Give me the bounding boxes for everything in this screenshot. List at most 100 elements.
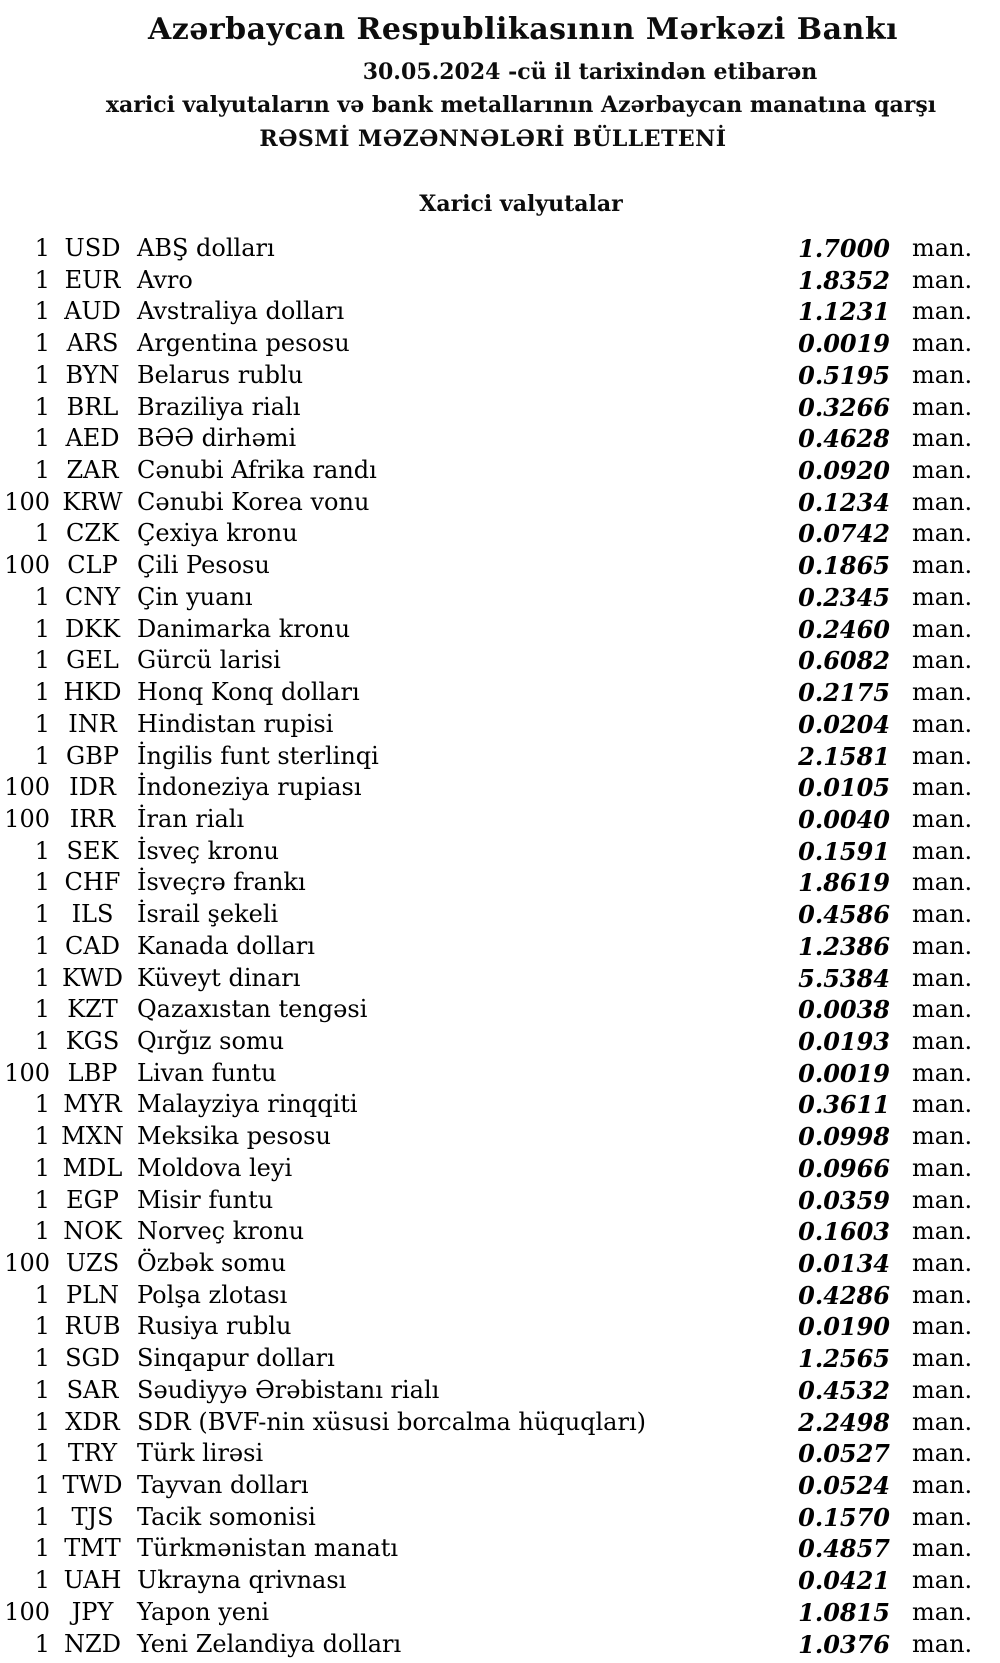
row-quantity: 1 — [34, 1375, 50, 1404]
row-rate-value: 0.3611 — [798, 1090, 890, 1120]
row-rate-value: 0.0998 — [798, 1122, 890, 1152]
row-unit-label: man. — [912, 265, 973, 294]
row-currency-code: XDR — [65, 1407, 120, 1436]
row-unit-label: man. — [912, 678, 973, 707]
rate-row: 1 CZK Çexiya kronu 0.0742 man. — [0, 518, 973, 550]
rate-row: 1 PLN Polşa zlotası 0.4286 man. — [0, 1280, 972, 1312]
row-currency-code: TWD — [62, 1471, 123, 1500]
row-currency-code: BRL — [66, 392, 119, 421]
row-quantity: 1 — [34, 1026, 50, 1055]
row-rate-value: 1.0815 — [798, 1597, 890, 1627]
row-unit-label: man. — [912, 519, 973, 548]
row-quantity: 1 — [34, 1090, 50, 1119]
rate-row: 1 XDR SDR (BVF-nin xüsusi borcalma hüquq… — [0, 1407, 973, 1439]
row-rate-value: 0.0204 — [798, 709, 890, 739]
row-quantity: 1 — [34, 1122, 50, 1151]
bulletin-title: RƏSMİ MƏZƏNNƏLƏRİ BÜLLETENİ — [259, 126, 727, 152]
row-unit-label: man. — [912, 456, 973, 485]
rate-row: 1 BYN Belarus rublu 0.5195 man. — [0, 360, 972, 392]
row-rate-value: 0.1570 — [798, 1502, 890, 1532]
row-rate-value: 0.2175 — [798, 678, 890, 708]
row-unit-label: man. — [912, 1058, 973, 1087]
rate-row: 1 TJS Tacik somonisi 0.1570 man. — [0, 1502, 972, 1534]
row-currency-code: UAH — [63, 1566, 122, 1595]
row-rate-value: 1.8619 — [798, 868, 890, 898]
rate-row: 1 SAR Səudiyyə Ərəbistanı rialı 0.4532 m… — [0, 1375, 973, 1407]
rate-row: 1 AED BƏƏ dirhəmi 0.4628 man. — [0, 423, 972, 455]
row-currency-name: Türk lirəsi — [137, 1439, 264, 1468]
row-unit-label: man. — [912, 963, 973, 992]
row-unit-label: man. — [912, 1407, 973, 1436]
row-currency-name: Yeni Zelandiya dolları — [137, 1629, 402, 1658]
row-currency-name: Yapon yeni — [137, 1597, 270, 1626]
row-currency-name: Livan funtu — [137, 1058, 277, 1087]
row-currency-name: Küveyt dinarı — [137, 963, 301, 992]
row-currency-code: LBP — [67, 1058, 118, 1087]
row-rate-value: 0.0527 — [798, 1439, 890, 1469]
row-currency-name: Çili Pesosu — [137, 551, 270, 580]
row-unit-label: man. — [912, 1629, 973, 1658]
row-currency-code: PLN — [65, 1280, 120, 1309]
row-currency-code: KZT — [67, 995, 118, 1024]
rate-row: 1 RUB Rusiya rublu 0.0190 man. — [0, 1311, 972, 1343]
row-rate-value: 0.1603 — [798, 1217, 890, 1247]
row-quantity: 1 — [34, 900, 50, 929]
row-currency-name: Rusiya rublu — [137, 1312, 292, 1341]
row-quantity: 1 — [34, 741, 50, 770]
row-currency-code: DKK — [64, 614, 121, 643]
rate-row: 1 SGD Sinqapur dolları 1.2565 man. — [0, 1343, 972, 1375]
row-rate-value: 0.0524 — [798, 1471, 890, 1501]
row-quantity: 1 — [34, 360, 50, 389]
row-currency-code: TJS — [71, 1502, 114, 1531]
row-unit-label: man. — [912, 1026, 973, 1055]
row-unit-label: man. — [912, 1566, 973, 1595]
row-unit-label: man. — [912, 297, 973, 326]
row-rate-value: 0.0742 — [798, 519, 890, 549]
rates-table: 1 USD ABŞ dolları 1.7000 man. 1 EUR Avro… — [0, 233, 1000, 1660]
rate-row: 1 KGS Qırğız somu 0.0193 man. — [0, 1026, 973, 1058]
rate-row: 100 UZS Özbək somu 0.0134 man. — [0, 1248, 972, 1280]
row-quantity: 1 — [34, 1344, 50, 1373]
row-currency-code: AUD — [64, 297, 121, 326]
row-quantity: 100 — [4, 1249, 50, 1277]
row-rate-value: 0.1865 — [798, 551, 890, 581]
rate-row: 1 GBP İngilis funt sterlinqi 2.1581 man. — [0, 741, 972, 773]
rate-row: 1 BRL Braziliya rialı 0.3266 man. — [0, 392, 972, 424]
row-rate-value: 1.7000 — [798, 234, 890, 263]
section-title-foreign-currencies: Xarici valyutalar — [419, 191, 623, 217]
rate-row: 1 KWD Küveyt dinarı 5.5384 man. — [0, 963, 973, 995]
row-unit-label: man. — [912, 1090, 973, 1119]
row-quantity: 1 — [34, 678, 50, 707]
row-rate-value: 1.2386 — [798, 931, 890, 961]
row-quantity: 1 — [34, 265, 50, 294]
row-currency-name: İran rialı — [137, 804, 245, 833]
row-currency-code: TRY — [67, 1439, 118, 1468]
row-quantity: 1 — [34, 1312, 50, 1341]
row-currency-name: Ukrayna qrivnası — [137, 1566, 347, 1595]
row-unit-label: man. — [912, 551, 973, 580]
rate-row: 1 TRY Türk lirəsi 0.0527 man. — [0, 1438, 972, 1470]
row-quantity: 1 — [34, 1471, 50, 1500]
row-currency-name: Danimarka kronu — [137, 614, 351, 643]
row-currency-name: Polşa zlotası — [137, 1280, 288, 1309]
row-currency-code: EGP — [66, 1185, 119, 1214]
row-currency-code: CHF — [64, 868, 121, 897]
row-quantity: 1 — [34, 582, 50, 611]
row-quantity: 100 — [4, 487, 50, 516]
row-rate-value: 0.0190 — [798, 1312, 890, 1342]
row-rate-value: 0.5195 — [798, 360, 890, 390]
row-quantity: 1 — [34, 931, 50, 960]
row-quantity: 1 — [34, 424, 50, 453]
row-currency-code: MDL — [62, 1153, 123, 1182]
row-rate-value: 0.4628 — [798, 424, 890, 454]
row-quantity: 1 — [34, 1502, 50, 1531]
bank-title: Azərbaycan Respublikasının Mərkəzi Bankı — [147, 12, 899, 47]
row-unit-label: man. — [912, 1217, 973, 1246]
row-currency-code: MXN — [61, 1122, 124, 1151]
row-currency-code: KGS — [65, 1026, 120, 1055]
row-currency-code: TMT — [64, 1534, 121, 1563]
row-unit-label: man. — [912, 1597, 973, 1626]
row-quantity: 100 — [4, 551, 50, 580]
row-currency-name: Tayvan dolları — [137, 1471, 309, 1500]
row-unit-label: man. — [912, 1375, 973, 1404]
